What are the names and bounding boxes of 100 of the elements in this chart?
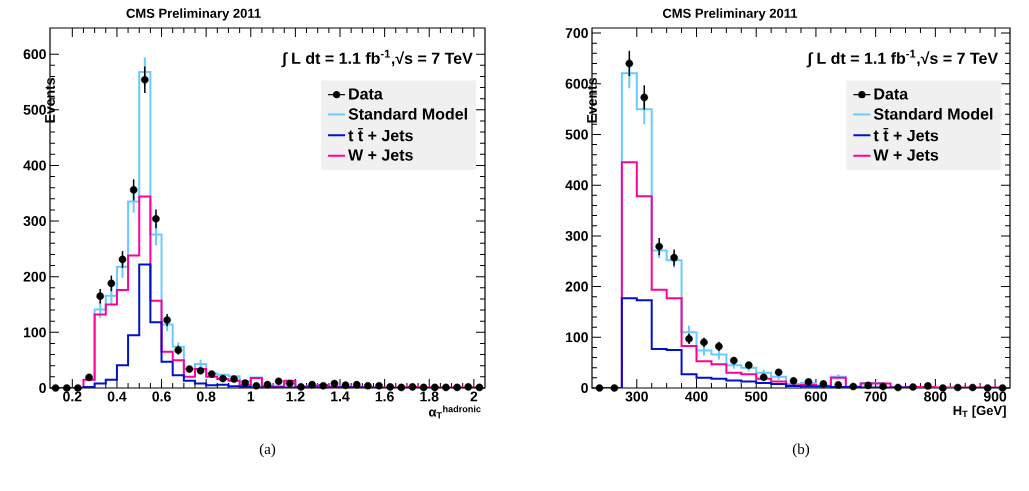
text: (b) — [792, 443, 810, 458]
point — [774, 368, 783, 377]
x-tick-label: 0.6 — [152, 391, 171, 402]
point — [319, 381, 328, 390]
x-tick-label: 1 — [247, 391, 255, 402]
point — [464, 383, 473, 391]
point — [968, 383, 977, 392]
chart-title: CMS Preliminary 2011 — [126, 8, 261, 21]
x-tick-label: 0.4 — [107, 391, 127, 402]
point — [924, 382, 932, 390]
y-tick-label: 400 — [565, 180, 588, 191]
point — [330, 379, 339, 388]
point — [207, 370, 216, 378]
legend-label: W + Jets — [348, 149, 413, 161]
legend-label: Standard Model — [348, 107, 467, 120]
point — [894, 383, 902, 392]
point — [341, 381, 350, 390]
point — [219, 374, 227, 383]
x-axis-title: H$_{T}$ [GeV] — [953, 405, 1006, 418]
x-tick-label: 1.6 — [375, 391, 394, 402]
point — [352, 380, 361, 389]
point — [241, 379, 249, 387]
point — [185, 365, 194, 373]
y-axis-title: Events — [45, 78, 55, 123]
legend-label: W + Jets — [873, 149, 939, 161]
point — [141, 75, 149, 84]
point — [196, 366, 205, 375]
y-tick-label: 200 — [23, 271, 46, 282]
x-tick-label: 1.8 — [420, 391, 439, 402]
point — [408, 383, 417, 391]
y-tick-label: 0 — [39, 383, 46, 393]
y-tick-label: 200 — [565, 281, 588, 292]
x-axis-title: α$_{T}$hadronic — [428, 405, 481, 419]
x-tick-label: 600 — [804, 391, 828, 402]
y-tick-label: 300 — [23, 216, 46, 227]
point — [386, 383, 394, 391]
point — [51, 384, 60, 392]
y-tick-label: 300 — [565, 230, 588, 241]
point — [442, 383, 450, 392]
x-tick-label: 2 — [470, 391, 478, 402]
x-tick-label: 0.8 — [196, 391, 216, 402]
y-tick-label: 500 — [565, 129, 588, 140]
point — [879, 382, 887, 391]
point — [308, 380, 316, 389]
y-tick-label: 100 — [565, 332, 588, 343]
point — [152, 215, 160, 223]
x-tick-label: 1.2 — [286, 391, 305, 402]
point — [610, 384, 619, 392]
point — [419, 383, 428, 392]
point — [909, 383, 917, 391]
y-tick-label: 100 — [23, 327, 46, 338]
point — [230, 375, 238, 383]
y-tick-label: 0 — [581, 383, 588, 393]
point — [759, 373, 768, 382]
text: (a) — [259, 443, 276, 458]
x-tick-label: 0.2 — [63, 391, 82, 402]
point — [252, 381, 261, 390]
x-tick-label: 300 — [625, 391, 648, 402]
y-axis-title: Events — [587, 78, 597, 123]
y-tick-label: 500 — [23, 104, 46, 115]
point — [129, 186, 138, 194]
point — [274, 377, 283, 386]
point — [364, 381, 372, 390]
point — [286, 379, 294, 388]
y-tick-label: 700 — [565, 28, 588, 39]
point — [953, 383, 962, 392]
point — [397, 383, 406, 392]
point — [849, 382, 858, 391]
x-tick-label: 500 — [744, 391, 768, 402]
point — [85, 373, 93, 382]
y-tick-label: 400 — [23, 160, 46, 171]
legend-label: Data — [874, 88, 909, 100]
annotation: ∫ L dt = 1.1 fb$^{-1}$,√s = 7 TeV — [806, 49, 998, 68]
point — [297, 383, 305, 391]
legend-label: t t̄ + Jets — [873, 128, 939, 142]
x-tick-label: 900 — [983, 391, 1007, 402]
point — [789, 377, 798, 385]
point — [375, 381, 383, 390]
point — [804, 378, 813, 386]
annotation: ∫ L dt = 1.1 fb$^{-1}$,√s = 7 TeV — [281, 49, 473, 68]
chart-title: CMS Preliminary 2011 — [662, 8, 798, 21]
point — [640, 93, 649, 102]
point — [819, 380, 828, 388]
point — [263, 380, 272, 389]
x-tick-label: 1.4 — [331, 391, 350, 402]
point — [107, 279, 116, 288]
point — [453, 383, 461, 392]
x-tick-label: 400 — [685, 391, 708, 402]
point — [96, 292, 104, 300]
y-tick-label: 600 — [23, 49, 46, 60]
legend-label: Standard Model — [873, 107, 993, 120]
point — [475, 383, 484, 392]
point — [595, 384, 604, 392]
point — [118, 255, 127, 264]
y-tick-label: 600 — [565, 78, 588, 89]
legend-label: t t̄ + Jets — [348, 128, 413, 142]
point — [834, 381, 843, 389]
point — [864, 381, 872, 390]
x-tick-label: 700 — [864, 391, 887, 402]
x-tick-label: 800 — [924, 391, 947, 402]
